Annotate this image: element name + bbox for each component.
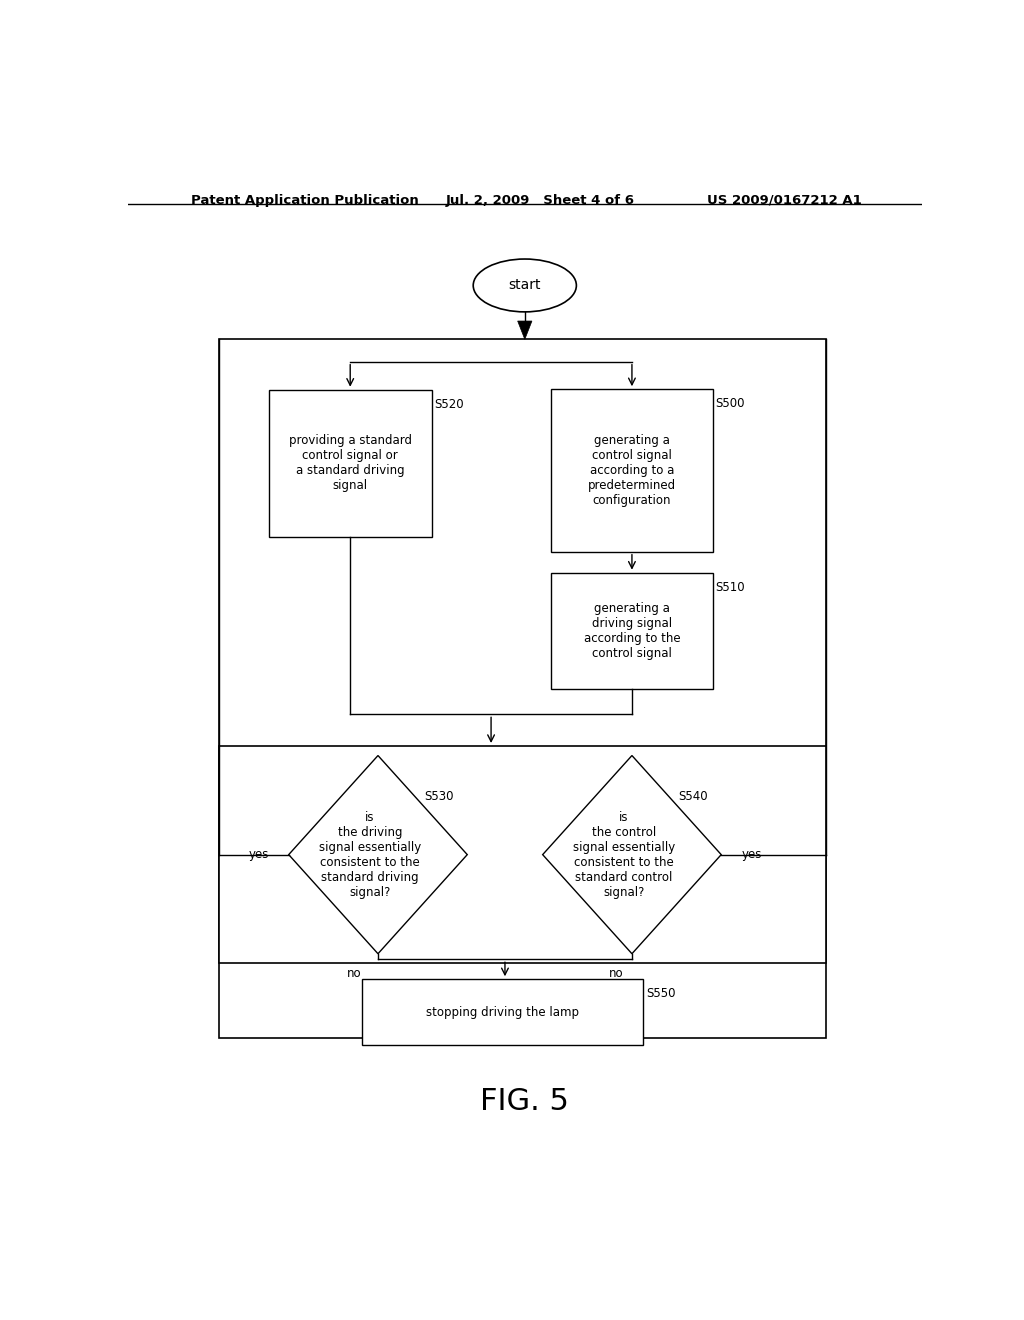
Text: generating a
control signal
according to a
predetermined
configuration: generating a control signal according to… (588, 434, 676, 507)
Text: no: no (608, 968, 624, 979)
Text: Jul. 2, 2009   Sheet 4 of 6: Jul. 2, 2009 Sheet 4 of 6 (445, 194, 635, 207)
Text: FIG. 5: FIG. 5 (480, 1088, 569, 1117)
Bar (219, 746, 826, 964)
Text: S540: S540 (678, 791, 708, 803)
Bar (219, 339, 826, 1038)
Bar (361, 979, 643, 1045)
Text: is
the driving
signal essentially
consistent to the
standard driving
signal?: is the driving signal essentially consis… (318, 810, 421, 899)
Text: is
the control
signal essentially
consistent to the
standard control
signal?: is the control signal essentially consis… (572, 810, 675, 899)
Text: S510: S510 (716, 581, 745, 594)
Bar (551, 389, 714, 552)
Text: S520: S520 (434, 397, 464, 411)
Text: no: no (347, 968, 361, 979)
Text: providing a standard
control signal or
a standard driving
signal: providing a standard control signal or a… (289, 434, 412, 492)
Polygon shape (289, 755, 467, 954)
Text: generating a
driving signal
according to the
control signal: generating a driving signal according to… (584, 602, 680, 660)
Ellipse shape (473, 259, 577, 312)
Text: yes: yes (249, 849, 268, 861)
Text: S500: S500 (716, 397, 745, 411)
Polygon shape (543, 755, 721, 954)
Text: stopping driving the lamp: stopping driving the lamp (426, 1006, 580, 1019)
Polygon shape (518, 321, 531, 339)
Text: S530: S530 (424, 791, 454, 803)
Bar (551, 573, 714, 689)
Text: US 2009/0167212 A1: US 2009/0167212 A1 (708, 194, 862, 207)
Text: S550: S550 (646, 987, 675, 1001)
Text: Patent Application Publication: Patent Application Publication (191, 194, 419, 207)
Bar (269, 389, 431, 537)
Text: yes: yes (741, 849, 762, 861)
Text: start: start (509, 279, 541, 293)
